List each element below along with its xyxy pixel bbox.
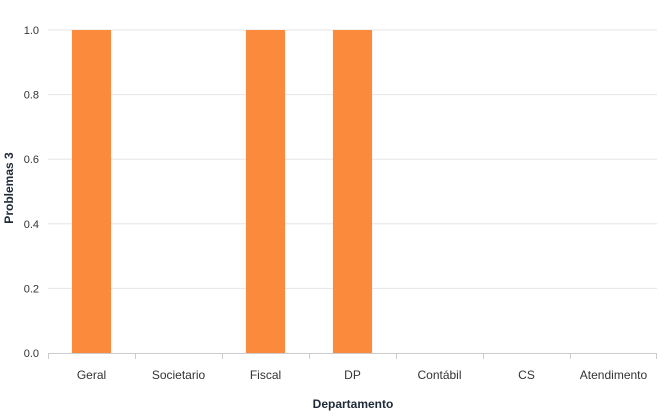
- y-tick-label: 0.4: [24, 219, 39, 231]
- bar-fiscal: [245, 30, 286, 353]
- x-tick-label: CS: [518, 368, 535, 382]
- y-tick-label: 0.2: [24, 283, 39, 295]
- bars: [71, 30, 373, 353]
- y-tick-label: 1.0: [24, 25, 39, 37]
- y-axis-title: Problemas 3: [2, 152, 16, 224]
- bar-dp: [332, 30, 373, 353]
- bar-geral: [71, 30, 112, 353]
- x-axis-title: Departamento: [313, 397, 394, 411]
- y-tick-label: 0.0: [24, 348, 39, 360]
- x-tick-label: Contábil: [417, 368, 461, 382]
- x-axis: [48, 353, 657, 359]
- x-axis-ticks: Geral Societario Fiscal DP Contábil CS Atendim…: [77, 368, 648, 382]
- x-tick-label: Atendimento: [580, 368, 648, 382]
- y-tick-label: 0.6: [24, 154, 39, 166]
- x-tick-label: DP: [344, 368, 361, 382]
- x-tick-label: Fiscal: [250, 368, 281, 382]
- x-tick-label: Societario: [152, 368, 206, 382]
- y-tick-label: 0.8: [24, 90, 39, 102]
- x-tick-label: Geral: [77, 368, 106, 382]
- y-axis-ticks: 0.0 0.2 0.4 0.6 0.8 1.0: [24, 25, 39, 360]
